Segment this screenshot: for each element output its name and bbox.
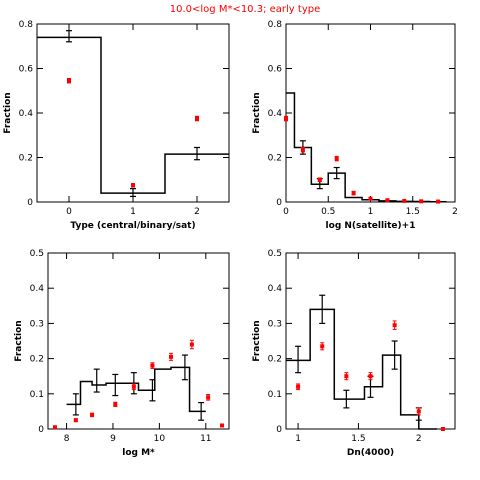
- panel-4: 1 1.5 2 0 0.1 0.2 0.3 0.4 0.5 Dn(4000) Fraction: [252, 249, 456, 458]
- x-axis-label: log M*: [122, 448, 155, 458]
- data-point: [131, 384, 136, 389]
- data-point: [131, 183, 135, 188]
- y-axis-label: Fraction: [3, 92, 13, 133]
- y-tick-label: 0.2: [268, 355, 282, 365]
- y-tick-label: 0.1: [30, 390, 44, 400]
- data-point: [317, 177, 322, 182]
- x-tick-label: 11: [200, 434, 211, 444]
- data-point: [195, 116, 199, 121]
- data-point: [385, 198, 390, 203]
- data-point: [52, 425, 57, 430]
- data-point: [300, 147, 305, 152]
- y-tick-label: 0.5: [30, 249, 44, 259]
- plot-frame: [47, 252, 230, 430]
- x-tick-label: 2: [194, 207, 200, 217]
- panel-1: 0 1 2 0 0.2 0.4 0.6 0.8 Type (central/binary/sat…: [3, 20, 230, 231]
- y-tick-label: 0: [276, 198, 282, 208]
- y-tick-label: 0.8: [268, 20, 283, 30]
- y-axis-label: Fraction: [252, 320, 262, 361]
- x-tick-label: 2: [416, 434, 422, 444]
- data-point: [220, 423, 225, 428]
- y-tick-label: 0.6: [19, 65, 34, 75]
- y-tick-label: 0.5: [268, 249, 282, 259]
- x-tick-label: 1: [130, 207, 136, 217]
- x-tick-label: 1: [295, 434, 301, 444]
- y-tick-label: 0.4: [268, 109, 283, 119]
- y-tick-label: 0.8: [19, 20, 34, 30]
- y-tick-label: 0.4: [19, 109, 34, 119]
- x-tick-label: 1.5: [351, 434, 365, 444]
- y-tick-label: 0.2: [19, 154, 33, 164]
- data-point: [334, 156, 339, 161]
- model-histogram: [66, 366, 206, 413]
- model-histogram: [37, 36, 229, 194]
- y-tick-label: 0: [276, 425, 282, 435]
- data-point: [344, 374, 349, 379]
- data-point: [368, 196, 373, 201]
- x-tick-label: 2: [452, 207, 458, 217]
- plot-frame: [285, 252, 456, 430]
- y-tick-label: 0.4: [30, 284, 45, 294]
- x-tick-label: 8: [64, 434, 70, 444]
- x-axis-label: log N(satellite)+1: [326, 221, 416, 231]
- data-point: [436, 199, 441, 204]
- data-point: [168, 354, 173, 359]
- data-point: [150, 363, 155, 368]
- data-point: [320, 344, 325, 349]
- y-axis-label: Fraction: [14, 320, 24, 361]
- data-point: [67, 78, 71, 83]
- plot-frame: [36, 23, 230, 203]
- data-point: [90, 412, 95, 417]
- data-point: [402, 198, 407, 203]
- y-tick-label: 0.2: [30, 355, 44, 365]
- x-tick-label: 0: [283, 207, 289, 217]
- x-tick-label: 9: [110, 434, 116, 444]
- x-tick-label: 0: [66, 207, 72, 217]
- y-tick-label: 0: [38, 425, 44, 435]
- x-axis-label: Type (central/binary/sat): [70, 221, 195, 231]
- data-point: [113, 402, 118, 407]
- data-point: [419, 199, 424, 204]
- y-tick-label: 0.3: [30, 319, 44, 329]
- y-tick-label: 0: [27, 198, 33, 208]
- x-axis-label: Dn(4000): [347, 448, 394, 458]
- data-point: [392, 323, 397, 328]
- y-tick-label: 0.2: [268, 154, 282, 164]
- data-point: [416, 409, 421, 414]
- data-point: [206, 395, 211, 400]
- figure-title: 10.0<log M*<10.3; early type: [170, 4, 321, 15]
- y-tick-label: 0.3: [268, 319, 282, 329]
- data-point: [440, 427, 445, 431]
- y-axis-label: Fraction: [252, 92, 262, 133]
- panels: 0 1 2 0 0.2 0.4 0.6 0.8 Type (central/binary/sat…: [3, 20, 458, 458]
- panel-2: 0 0.5 1 1.5 2 0 0.2 0.4 0.6 0.8 log N(satellite)+1…: [252, 20, 458, 231]
- data-point: [296, 384, 301, 389]
- model-histogram: [286, 92, 447, 203]
- x-tick-label: 10: [154, 434, 166, 444]
- x-tick-label: 1.5: [406, 207, 420, 217]
- data-point: [284, 116, 288, 121]
- data-point: [189, 342, 194, 347]
- x-tick-label: 0.5: [321, 207, 335, 217]
- panel-3: 8 9 10 11 0 0.1 0.2 0.3 0.4 0.5 log M* Fraction: [14, 249, 230, 458]
- y-tick-label: 0.1: [268, 390, 282, 400]
- data-point: [351, 191, 356, 196]
- data-point: [73, 418, 78, 423]
- data-point: [368, 374, 373, 379]
- y-tick-label: 0.6: [268, 65, 283, 75]
- x-tick-label: 1: [368, 207, 374, 217]
- y-tick-label: 0.4: [268, 284, 283, 294]
- model-histogram: [286, 308, 437, 430]
